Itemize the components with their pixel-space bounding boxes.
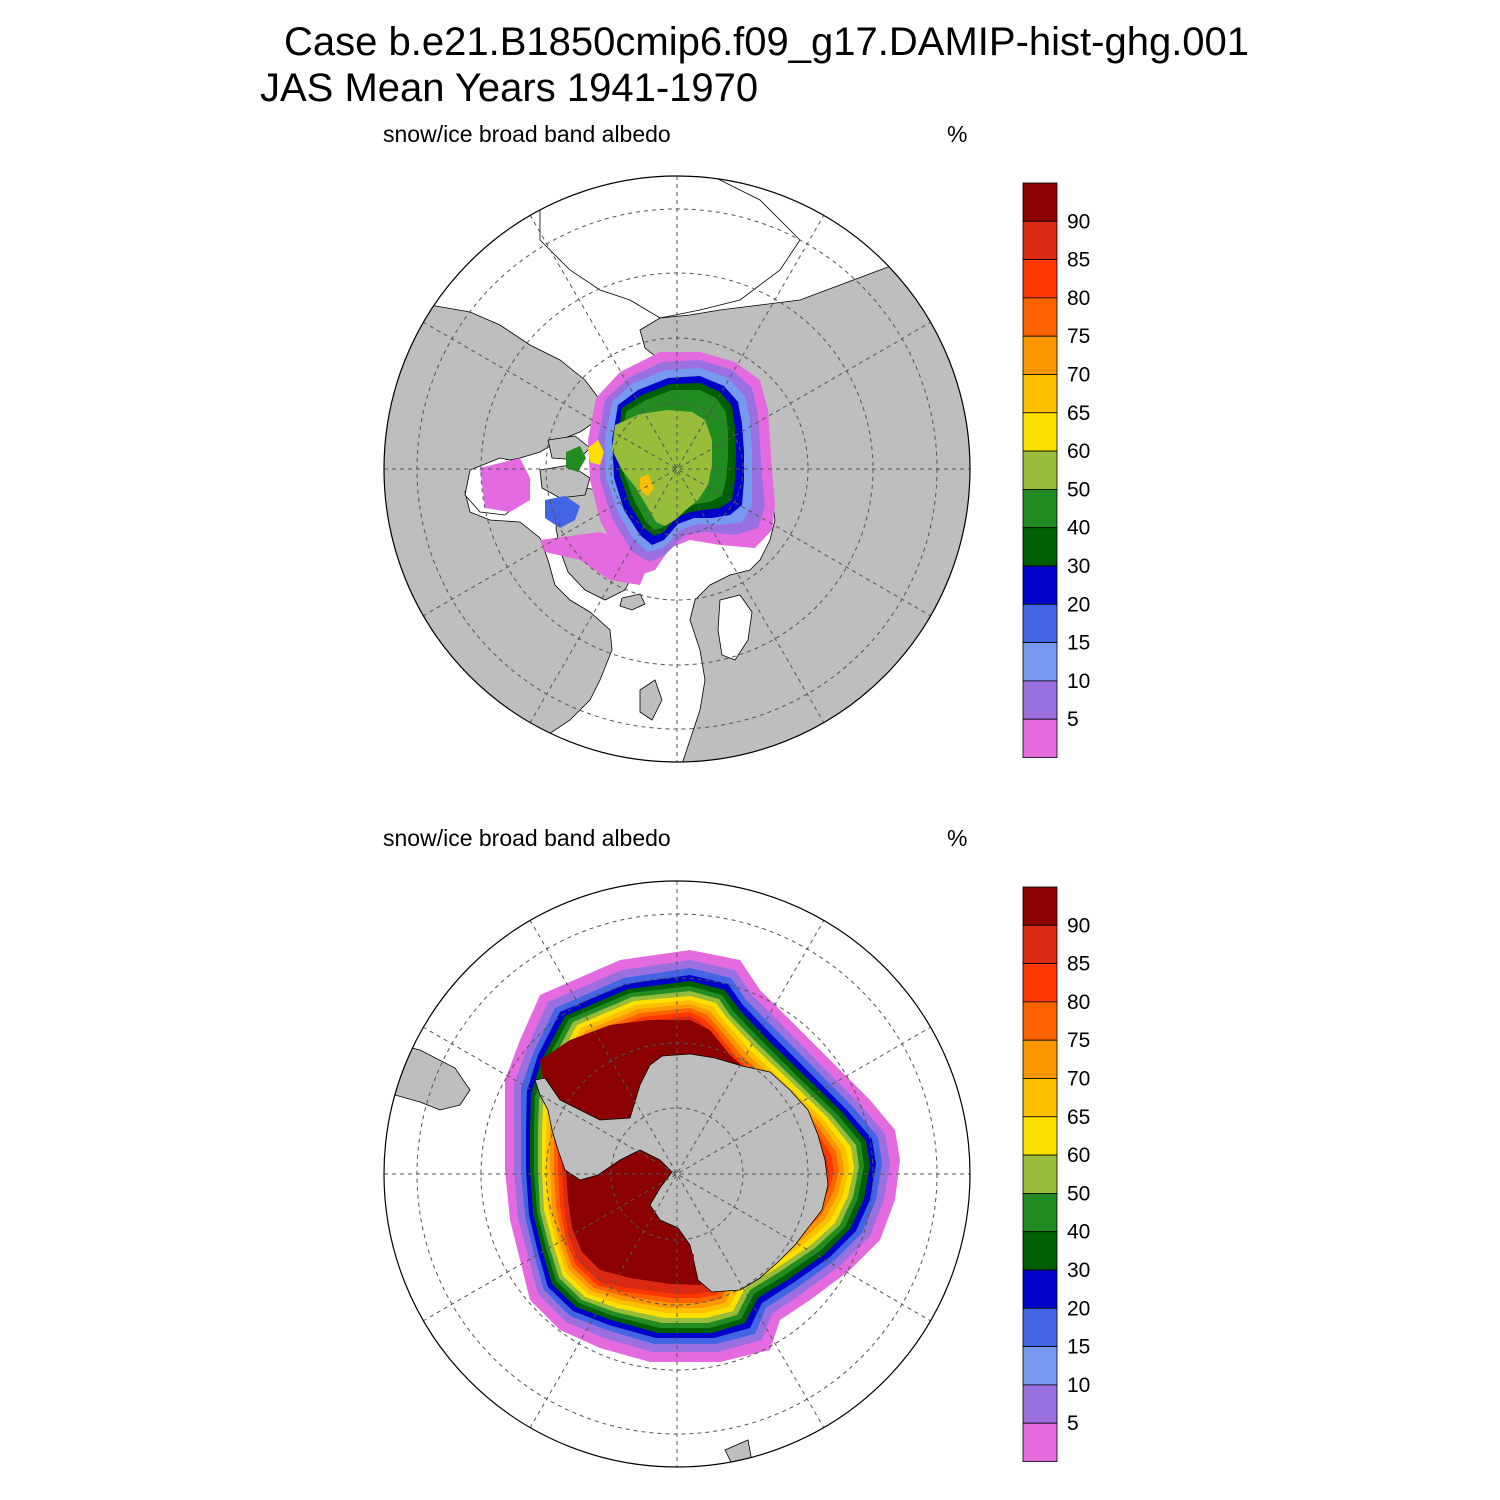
south-colorbar-tick-label: 20 xyxy=(1067,1297,1090,1320)
south-panel-variable-label: snow/ice broad band albedo xyxy=(383,825,671,851)
south-graticule xyxy=(384,881,970,1467)
north-colorbar-tick-label: 65 xyxy=(1067,402,1090,425)
albedo-band-20 xyxy=(545,496,580,528)
north-colorbar-tick-label: 20 xyxy=(1067,593,1090,616)
albedo-band-50 xyxy=(566,446,586,472)
north-colorbar-swatch xyxy=(1022,335,1058,375)
south-colorbar-swatch xyxy=(1022,963,1058,1003)
north-panel-units-label: % xyxy=(947,121,968,147)
north-colorbar-tick-label: 60 xyxy=(1067,440,1090,463)
north-colorbar-tick-label: 85 xyxy=(1067,249,1090,272)
south-colorbar-swatch xyxy=(1022,1307,1058,1348)
north-colorbar-tick-label: 30 xyxy=(1067,555,1090,578)
north-colorbar-tick-label: 80 xyxy=(1067,287,1090,310)
south-colorbar: 5 10 15 20 30 40 50 60 65 70 75 80 85 90 xyxy=(1022,886,1090,1462)
north-colorbar-swatch xyxy=(1022,565,1058,605)
north-panel-variable-label: snow/ice broad band albedo xyxy=(383,121,671,147)
north-colorbar-swatch xyxy=(1022,374,1058,414)
north-colorbar-tick-label: 15 xyxy=(1067,632,1090,655)
north-polar-map xyxy=(383,175,971,763)
south-colorbar-swatch xyxy=(1022,1231,1058,1271)
south-colorbar-swatch xyxy=(1022,886,1058,926)
south-map-border xyxy=(383,880,971,1468)
south-colorbar-swatch xyxy=(1022,1422,1058,1462)
south-polar-map xyxy=(383,880,971,1468)
south-colorbar-tick-label: 70 xyxy=(1067,1068,1090,1091)
north-colorbar-swatch xyxy=(1022,603,1058,643)
antarctica-landmass xyxy=(534,1053,829,1293)
albedo-band-65 xyxy=(588,440,604,465)
south-colorbar-swatch xyxy=(1022,924,1058,964)
north-sea-ice-albedo-field xyxy=(480,352,775,585)
south-colorbar-swatch xyxy=(1022,1078,1058,1118)
north-colorbar-tick-label: 70 xyxy=(1067,364,1090,387)
south-colorbar-tick-label: 65 xyxy=(1067,1106,1090,1129)
south-colorbar-swatch xyxy=(1022,1039,1058,1079)
north-colorbar-swatch xyxy=(1022,718,1058,758)
north-colorbar-swatch xyxy=(1022,680,1058,720)
iceland-island xyxy=(619,593,646,611)
bering-region-water xyxy=(539,176,801,319)
south-colorbar-tick-label: 10 xyxy=(1067,1374,1090,1397)
north-colorbar-tick-label: 50 xyxy=(1067,478,1090,501)
south-colorbar-tick-label: 15 xyxy=(1067,1336,1090,1359)
south-colorbar-tick-label: 75 xyxy=(1067,1029,1090,1052)
albedo-band-5 xyxy=(480,458,530,512)
south-colorbar-tick-label: 80 xyxy=(1067,991,1090,1014)
north-colorbar-tick-label: 5 xyxy=(1067,708,1079,731)
north-colorbar-tick-label: 10 xyxy=(1067,670,1090,693)
south-colorbar-tick-label: 30 xyxy=(1067,1259,1090,1282)
north-colorbar-swatch xyxy=(1022,297,1058,337)
north-colorbar-swatch xyxy=(1022,488,1058,529)
south-colorbar-swatch xyxy=(1022,1384,1058,1424)
north-colorbar-swatch xyxy=(1022,527,1058,567)
south-colorbar-swatch xyxy=(1022,1154,1058,1194)
albedo-band-65 xyxy=(640,474,654,496)
north-graticule xyxy=(384,176,970,762)
north-map-border xyxy=(383,175,971,763)
south-colorbar-tick-label: 60 xyxy=(1067,1144,1090,1167)
plot-title-line-2: JAS Mean Years 1941-1970 xyxy=(260,66,759,110)
north-colorbar-swatch xyxy=(1022,412,1058,452)
north-colorbar-swatch xyxy=(1022,450,1058,490)
baltic-sea-water xyxy=(717,594,753,661)
south-colorbar-swatch xyxy=(1022,1346,1058,1386)
south-colorbar-tick-label: 50 xyxy=(1067,1182,1090,1205)
north-colorbar-swatch xyxy=(1022,259,1058,299)
south-colorbar-tick-label: 5 xyxy=(1067,1412,1079,1435)
north-colorbar-tick-label: 75 xyxy=(1067,325,1090,348)
south-colorbar-swatch xyxy=(1022,1269,1058,1309)
south-colorbar-tick-label: 90 xyxy=(1067,914,1090,937)
north-colorbar-tick-label: 90 xyxy=(1067,210,1090,233)
south-colorbar-swatch xyxy=(1022,1116,1058,1156)
north-colorbar: 5 10 15 20 30 40 50 60 65 70 75 80 85 90 xyxy=(1022,182,1090,758)
north-colorbar-swatch xyxy=(1022,642,1058,682)
south-colorbar-tick-label: 85 xyxy=(1067,953,1090,976)
north-colorbar-swatch xyxy=(1022,220,1058,261)
south-colorbar-swatch xyxy=(1022,1193,1058,1233)
british-isles-island xyxy=(639,679,663,721)
south-colorbar-tick-label: 40 xyxy=(1067,1221,1090,1244)
albedo-band-60 xyxy=(612,410,712,526)
north-colorbar-swatch xyxy=(1022,182,1058,222)
north-colorbar-tick-label: 40 xyxy=(1067,517,1090,540)
south-colorbar-swatch xyxy=(1022,1001,1058,1041)
south-panel-units-label: % xyxy=(947,825,968,851)
plot-title-line-1: Case b.e21.B1850cmip6.f09_g17.DAMIP-hist… xyxy=(284,20,1250,64)
